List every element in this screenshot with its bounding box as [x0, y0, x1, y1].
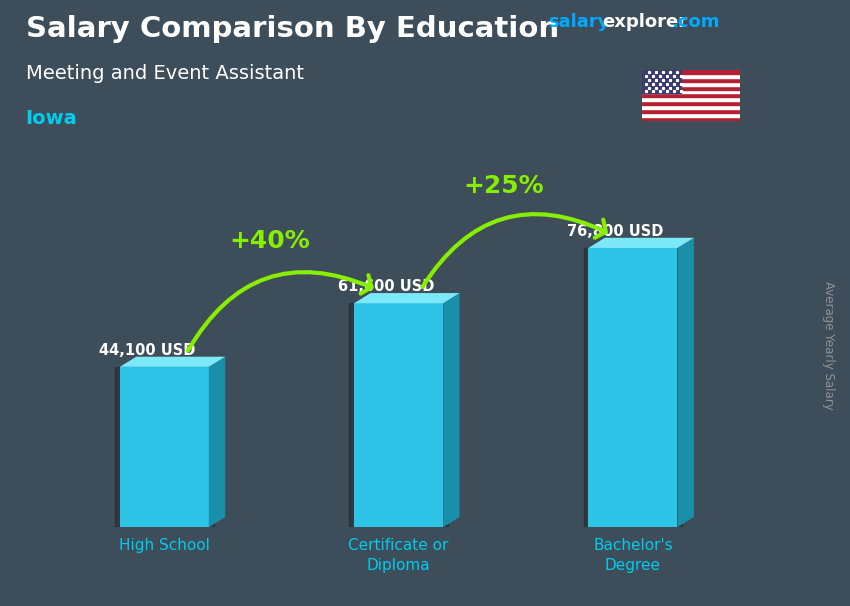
Bar [642, 70, 681, 93]
Text: explorer: explorer [602, 13, 687, 32]
Text: 76,800 USD: 76,800 USD [567, 224, 664, 239]
Polygon shape [443, 293, 460, 527]
Bar [115, 367, 213, 527]
Bar [642, 101, 740, 105]
Bar [642, 74, 740, 78]
Bar [642, 85, 740, 90]
Polygon shape [354, 293, 460, 303]
Bar [642, 117, 740, 121]
Bar [642, 70, 740, 74]
Text: Iowa: Iowa [26, 109, 77, 128]
Bar [642, 98, 740, 101]
Text: Meeting and Event Assistant: Meeting and Event Assistant [26, 64, 303, 82]
Bar [642, 78, 740, 82]
Bar [642, 82, 740, 85]
Bar [588, 248, 677, 527]
Bar [642, 90, 740, 93]
Bar [642, 105, 740, 109]
Polygon shape [209, 357, 225, 527]
Bar [120, 367, 209, 527]
Bar [642, 113, 740, 117]
Text: +25%: +25% [464, 174, 544, 198]
Bar [642, 109, 740, 113]
Bar [584, 248, 682, 527]
Bar [349, 303, 448, 527]
Text: Salary Comparison By Education: Salary Comparison By Education [26, 15, 558, 43]
Polygon shape [120, 357, 225, 367]
Text: 44,100 USD: 44,100 USD [99, 343, 196, 358]
Polygon shape [588, 238, 694, 248]
Polygon shape [677, 238, 694, 527]
Text: 61,600 USD: 61,600 USD [337, 279, 434, 294]
Bar [354, 303, 443, 527]
Text: salary: salary [548, 13, 609, 32]
Bar [642, 93, 740, 98]
Text: Average Yearly Salary: Average Yearly Salary [822, 281, 836, 410]
Text: +40%: +40% [230, 229, 310, 253]
Text: .com: .com [672, 13, 720, 32]
